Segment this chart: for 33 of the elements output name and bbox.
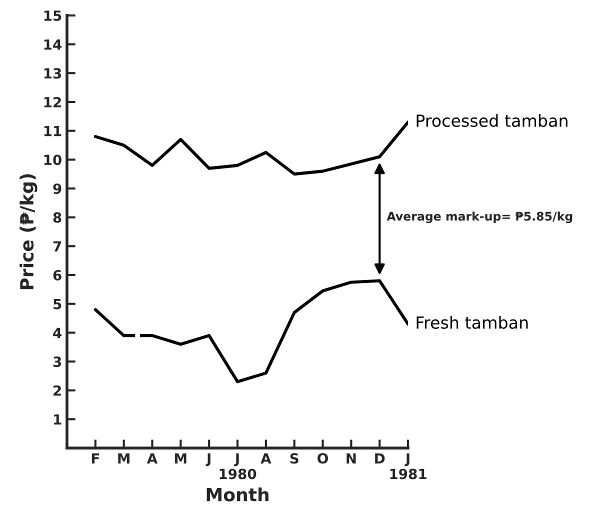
x-tick-label: F	[92, 453, 99, 464]
y-axis-title: Price (₱/kg)	[20, 174, 38, 290]
line-series	[94, 120, 408, 176]
y-tick-label: 6	[53, 270, 62, 280]
x-tick-label: S	[290, 453, 298, 464]
y-tick-label: 2	[54, 385, 61, 396]
x-tick-label: J 1980	[220, 453, 256, 480]
x-tick-label: A	[146, 453, 158, 464]
y-tick-label: 3	[53, 356, 62, 368]
y-tick-label: 8	[53, 212, 62, 223]
y-tick-label: 12	[44, 96, 61, 108]
x-tick-label: N	[346, 453, 356, 464]
x-axis-title: Month	[206, 487, 268, 502]
y-tick-label: 15	[44, 10, 62, 21]
y-tick-label: 13	[44, 68, 62, 79]
annotation: Average mark-up= ₱5.85/kg	[386, 212, 572, 224]
x-tick-label: A	[260, 453, 272, 464]
x-tick-label: O	[318, 453, 328, 464]
series-label: Fresh tamban	[416, 316, 528, 329]
x-tick-label: M	[118, 453, 130, 464]
x-tick-label: D	[375, 453, 385, 464]
y-tick-label: 10	[44, 154, 62, 166]
y-tick-label: 14	[44, 39, 62, 50]
y-tick-label: 1	[54, 414, 62, 424]
y-tick-label: 7	[53, 241, 62, 252]
y-tick-label: 11	[44, 126, 62, 136]
y-tick-label: 5	[54, 299, 62, 310]
x-tick-label: J	[206, 453, 210, 466]
y-tick-label: 9	[53, 183, 62, 194]
x-tick-label: M	[175, 453, 186, 464]
y-tick-label: 4	[53, 328, 62, 338]
series-label: Processed tamban	[416, 114, 568, 127]
x-tick-label: J 1981	[390, 453, 426, 480]
